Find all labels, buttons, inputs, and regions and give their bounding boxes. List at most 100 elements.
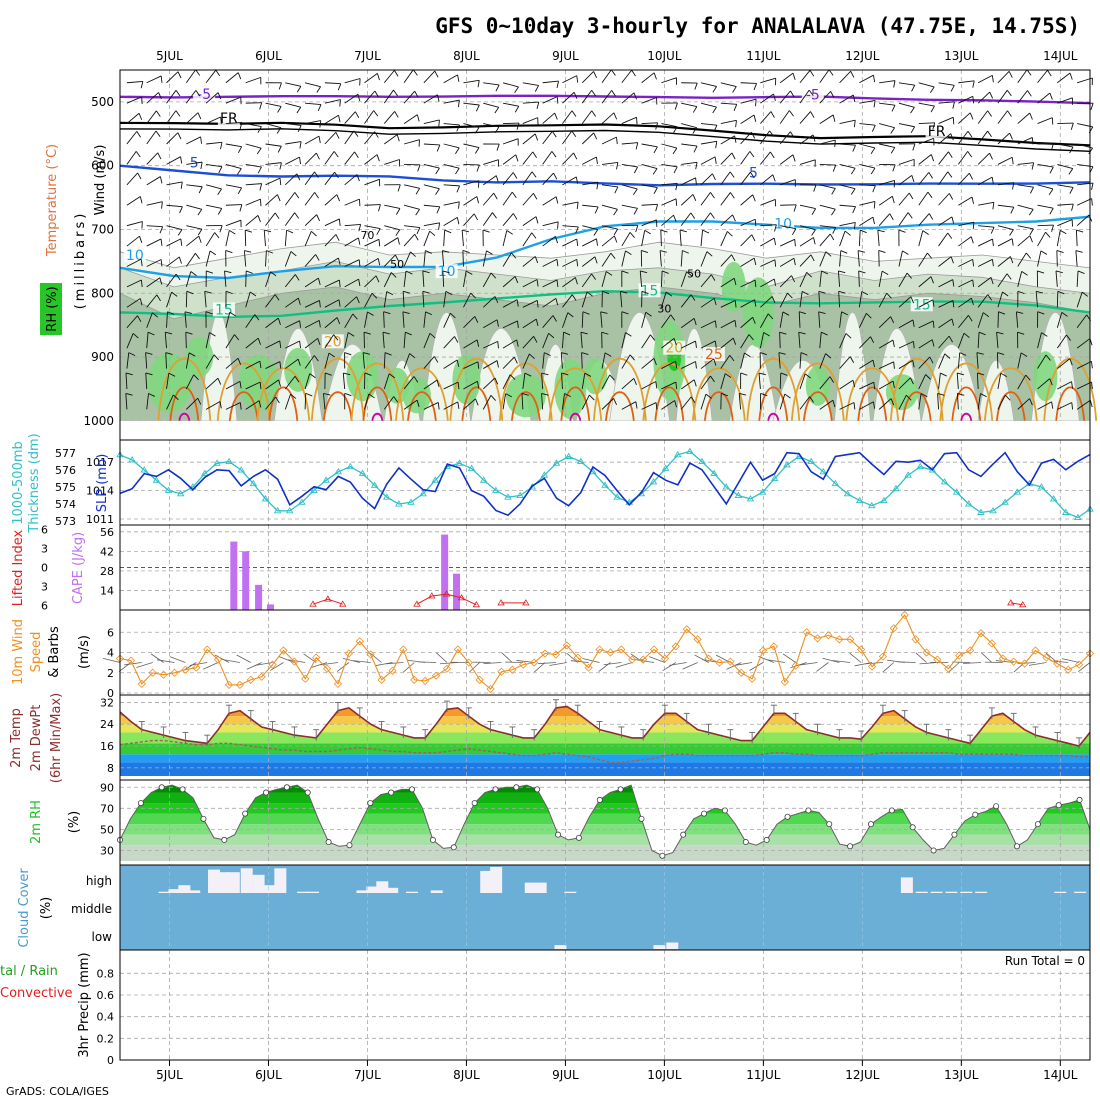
wind-barb [1057, 381, 1072, 390]
wind-barb [779, 90, 791, 104]
wind-barb [237, 72, 242, 80]
wind-barb [344, 198, 360, 206]
wind-barb [415, 209, 420, 216]
wind-speed-point [628, 655, 637, 664]
wind-barb [641, 143, 658, 148]
wind-barb [319, 300, 321, 308]
wind-speed-point [497, 667, 506, 676]
cloud-bar-high [386, 887, 399, 893]
wind-barb [394, 111, 399, 118]
wind-barb [243, 250, 247, 267]
wind-barb [970, 236, 974, 244]
wind-barb [317, 338, 321, 346]
wind-barb [126, 131, 138, 145]
wind-barb [285, 358, 299, 369]
isotherm-25-loop [510, 391, 541, 421]
wind-barb [1029, 186, 1034, 194]
wind-barb [417, 164, 421, 172]
wind-barb [443, 99, 460, 104]
wind-barb [206, 163, 223, 168]
wind-barb [284, 394, 291, 410]
thickness-point [273, 506, 282, 514]
wind-barb [205, 69, 217, 84]
wind-barb [952, 279, 955, 287]
rh-point [972, 811, 979, 818]
wind-barb [998, 311, 1006, 315]
wind-barb [997, 225, 1014, 231]
wind-barb [968, 173, 974, 180]
wind-barb [344, 237, 359, 247]
thickness-point [334, 467, 343, 475]
wind-barb [758, 372, 766, 376]
wind-barb [257, 126, 262, 133]
wind-barb [437, 94, 440, 102]
wind-barb-10m [816, 662, 829, 672]
isotherm-20-loop [983, 367, 1038, 421]
wind-barb [759, 332, 765, 349]
wind-barb [918, 393, 922, 410]
wind-barb [285, 156, 300, 165]
wind-barb [378, 204, 381, 212]
wind-barb [938, 133, 952, 145]
wind-barb [873, 75, 876, 83]
wind-barb [145, 352, 153, 355]
wind-barb [514, 105, 520, 113]
wind-barb [483, 360, 498, 369]
wind-barb [364, 238, 380, 247]
wind-barb [296, 106, 302, 114]
wind-barb [958, 221, 975, 227]
wind-barb [1057, 163, 1073, 169]
wind-speed-point [508, 665, 517, 674]
bottom-day-label: 13JUL [944, 1068, 979, 1082]
wind-barb [1051, 142, 1054, 150]
wind-barb [225, 402, 241, 410]
wind-barb [364, 372, 372, 376]
wind-barb [563, 331, 571, 336]
wind-barb [354, 151, 359, 158]
wind-barb [641, 290, 649, 295]
wind-barb [613, 112, 618, 120]
wind-barb [837, 270, 841, 287]
wind-barb [239, 122, 243, 130]
wind-barb [611, 90, 616, 97]
wind-barb [562, 110, 573, 124]
wind-barb [686, 271, 693, 277]
wind-barb [205, 377, 219, 390]
wind-barb [338, 115, 341, 123]
wind-barb [1017, 235, 1031, 247]
wind-speed-point [791, 661, 800, 670]
wind-barb [304, 82, 321, 88]
wind-barb [873, 401, 876, 409]
wind-barb [740, 316, 754, 329]
wind-barb [866, 312, 872, 319]
wind-barb [296, 173, 301, 181]
wind-barb [850, 188, 856, 195]
wind-barb [135, 151, 141, 158]
wind-barb [913, 341, 915, 349]
wind-barb [126, 258, 142, 267]
wind-barb [415, 188, 421, 195]
wind-barb [339, 99, 341, 107]
credit-label: GrADS: COLA/IGES [6, 1085, 109, 1098]
wind-barb [910, 126, 916, 134]
wind-barb [180, 238, 183, 246]
wind-barb [146, 277, 161, 288]
wind-barb [536, 279, 539, 287]
wind-barb [1076, 214, 1090, 226]
wind-barb [571, 130, 577, 137]
wind-barb [364, 393, 370, 410]
wind-barb [344, 332, 349, 349]
wind-barb [396, 208, 401, 215]
wind-barb [482, 272, 492, 288]
wind-barb [126, 352, 130, 369]
wind-barb [972, 96, 975, 104]
isotherm-25-loop [802, 391, 833, 421]
wind-barb [126, 235, 140, 247]
wind-barb [126, 333, 134, 349]
wind-barb [576, 201, 579, 210]
wind-barb [555, 298, 559, 306]
wind-barb [338, 257, 341, 265]
wind-barb [1076, 291, 1083, 308]
wind-barb [376, 154, 380, 162]
wind-barb [898, 394, 907, 410]
